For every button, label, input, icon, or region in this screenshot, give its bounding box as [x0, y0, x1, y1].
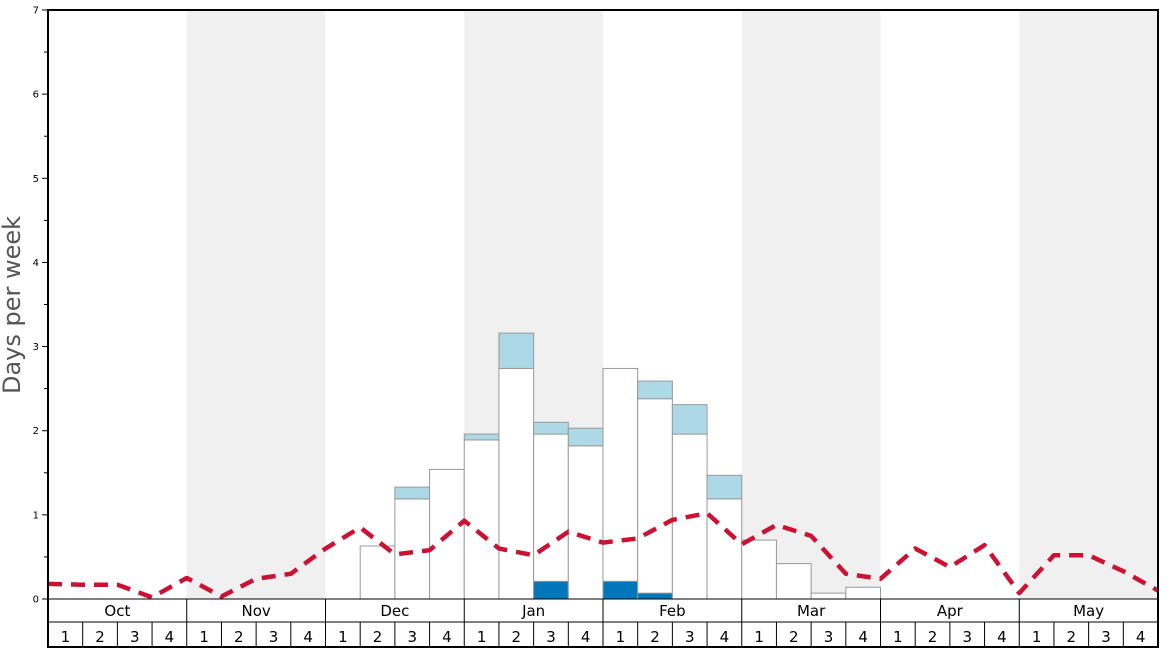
month-label-oct: Oct: [104, 602, 130, 620]
bar-extra-week-19: [671, 404, 708, 435]
bar-extra-week-20: [706, 474, 743, 500]
month-label-dec: Dec: [380, 602, 409, 620]
y-tick-label: 5: [33, 174, 39, 185]
week-label: 1: [616, 628, 626, 646]
week-label: 2: [95, 628, 105, 646]
week-label: 1: [754, 628, 764, 646]
week-label: 1: [338, 628, 348, 646]
month-shading-layer: [186, 10, 1158, 599]
week-label: 3: [824, 628, 834, 646]
week-label: 4: [858, 628, 868, 646]
month-label-feb: Feb: [659, 602, 686, 620]
month-label-apr: Apr: [937, 602, 964, 620]
bar-week-10: [359, 545, 396, 600]
average-line: [47, 510, 1160, 600]
y-axis-label: Days per week: [0, 216, 26, 394]
week-label: 3: [1101, 628, 1111, 646]
bar-extra-week-13: [463, 433, 500, 441]
week-label: 2: [512, 628, 522, 646]
week-label: 1: [893, 628, 903, 646]
bar-week-18: [637, 398, 673, 600]
week-label: 4: [165, 628, 175, 646]
weekly-bars-layer: [359, 332, 881, 600]
bar-week-21: [741, 539, 777, 600]
bar-week-15: [533, 433, 569, 600]
y-tick-label: 6: [33, 90, 39, 101]
bar-extra-week-18: [637, 380, 673, 400]
y-axis: 0 1 2 3 4 5 6 7: [33, 6, 49, 606]
y-tick-label: 4: [33, 258, 39, 269]
bar-extra-week-16: [567, 427, 604, 447]
bar-heavy-week-17: [602, 580, 639, 600]
week-label: 1: [199, 628, 209, 646]
week-label: 2: [928, 628, 938, 646]
week-label: 4: [581, 628, 591, 646]
bar-week-17: [602, 367, 639, 600]
week-label: 2: [1067, 628, 1077, 646]
week-label: 4: [442, 628, 452, 646]
y-tick-label: 2: [33, 426, 39, 437]
bar-week-20: [706, 498, 743, 600]
week-label: 2: [789, 628, 799, 646]
week-label: 3: [962, 628, 972, 646]
month-label-mar: Mar: [797, 602, 826, 620]
week-label: 4: [720, 628, 730, 646]
month-label-may: May: [1073, 602, 1104, 620]
week-label: 4: [303, 628, 313, 646]
y-tick-label: 7: [33, 6, 39, 17]
x-axis: Oct 1 2 3 4 Nov 1 2 3 4 Dec 1 2 3 4 Jan 1 2 3 4 Feb 1 2 3 4 Mar 1 2…: [47, 598, 1159, 648]
bar-week-24: [845, 586, 881, 600]
bar-extra-week-15: [533, 421, 569, 435]
week-label: 2: [650, 628, 660, 646]
bar-week-22: [775, 563, 812, 600]
week-label: 2: [373, 628, 383, 646]
y-tick-label: 1: [33, 510, 39, 521]
bar-week-16: [567, 445, 604, 600]
week-label: 4: [1136, 628, 1146, 646]
y-tick-label: 3: [33, 342, 39, 353]
bar-week-14: [498, 367, 535, 600]
month-shade-nov: [186, 10, 326, 599]
bar-week-13: [463, 439, 500, 600]
plot-frame: [47, 9, 1159, 648]
month-label-nov: Nov: [241, 602, 270, 620]
week-label: 3: [269, 628, 279, 646]
week-label: 3: [407, 628, 417, 646]
average-line-layer: [47, 510, 1160, 600]
bar-week-23: [810, 592, 847, 600]
month-shade-mar: [741, 10, 881, 599]
bar-extra-week-14: [498, 332, 535, 369]
month-label-jan: Jan: [521, 602, 545, 620]
week-label: 1: [477, 628, 487, 646]
week-label: 3: [546, 628, 556, 646]
week-label: 4: [997, 628, 1007, 646]
bar-heavy-week-15: [533, 580, 569, 600]
y-tick-label: 0: [33, 595, 39, 606]
week-label: 1: [61, 628, 71, 646]
bar-heavy-week-18: [637, 592, 673, 600]
week-label: 3: [685, 628, 695, 646]
week-label: 3: [130, 628, 140, 646]
month-shade-may: [1019, 10, 1158, 599]
week-label: 1: [1032, 628, 1042, 646]
bar-extra-week-11: [394, 486, 431, 500]
week-label: 2: [234, 628, 244, 646]
